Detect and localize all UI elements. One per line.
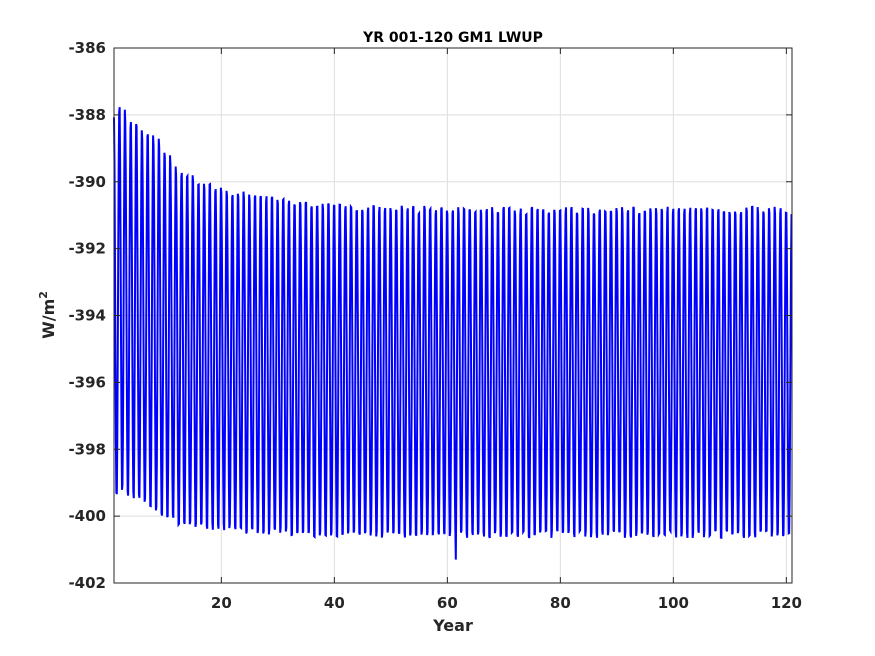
x-tick-label: 120 [771, 594, 802, 612]
y-tick-labels: -386 -388 -390 -392 -394 -396 -398 -400 -402 [68, 39, 106, 592]
x-tick-label: 60 [437, 594, 458, 612]
y-tick-label: -386 [68, 39, 106, 57]
y-axis-label: W/m2 [37, 291, 58, 339]
y-tick-label: -392 [68, 240, 106, 258]
y-tick-label: -400 [68, 507, 106, 525]
x-tick-label: 40 [324, 594, 345, 612]
series-path [113, 107, 793, 560]
y-tick-label: -390 [68, 173, 106, 191]
y-axis-label-base: W/m [39, 299, 58, 339]
x-tick-label: 80 [550, 594, 571, 612]
y-tick-label: -388 [68, 106, 106, 124]
y-tick-label: -402 [68, 574, 106, 592]
chart-title: YR 001-120 GM1 LWUP [362, 30, 543, 46]
x-tick-label: 100 [658, 594, 689, 612]
series-line [113, 107, 793, 560]
x-axis-label: Year [432, 616, 473, 635]
x-tick-label: 20 [211, 594, 232, 612]
ticks [114, 47, 792, 584]
x-tick-labels: 20 40 60 80 100 120 [211, 594, 802, 612]
y-tick-label: -396 [68, 373, 106, 391]
y-tick-label: -394 [68, 307, 106, 325]
y-tick-label: -398 [68, 440, 106, 458]
y-axis-label-superscript: 2 [37, 291, 50, 299]
